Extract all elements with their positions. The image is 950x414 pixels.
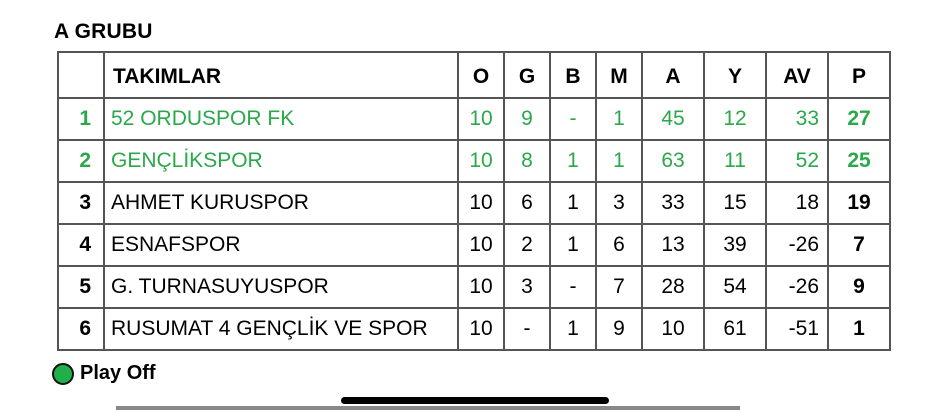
cell-av: 52	[765, 139, 829, 183]
cell-av: 33	[765, 97, 829, 141]
cell-a: 33	[641, 181, 705, 225]
cell-g: 9	[503, 97, 551, 141]
cell-p: 27	[827, 97, 891, 141]
table-row: 4 ESNAFSPOR 10 2 1 6 13 39 -26 7	[57, 223, 891, 267]
cell-g: 3	[503, 265, 551, 309]
cell-p: 25	[827, 139, 891, 183]
cell-av: -26	[765, 223, 829, 267]
cell-rank: 6	[57, 307, 105, 351]
cell-y: 11	[703, 139, 767, 183]
cell-o: 10	[457, 307, 505, 351]
cell-o: 10	[457, 265, 505, 309]
cell-team: ESNAFSPOR	[103, 223, 459, 267]
table-row: 6 RUSUMAT 4 GENÇLİK VE SPOR 10-1 9 10 61 -51 1	[57, 307, 891, 351]
header-av: AV	[765, 51, 829, 99]
header-m: M	[595, 51, 643, 99]
header-p: P	[827, 51, 891, 99]
cell-m: 1	[595, 97, 643, 141]
standings-table: TAKIMLAR O G B M A Y AV P 1 52 ORDUSPOR F…	[57, 51, 891, 351]
cell-o: 10	[457, 223, 505, 267]
green-circle-icon	[52, 362, 74, 385]
cell-rank: 4	[57, 223, 105, 267]
cell-m: 6	[595, 223, 643, 267]
cell-a: 45	[641, 97, 705, 141]
cell-b: 1	[549, 307, 597, 351]
home-indicator[interactable]	[341, 397, 609, 404]
header-row: TAKIMLAR O G B M A Y AV P	[57, 51, 891, 99]
table-row: 1 52 ORDUSPOR FK 10 9-1 45 12 33 27	[57, 97, 891, 141]
cell-m: 3	[595, 181, 643, 225]
cell-b: 1	[549, 223, 597, 267]
header-a: A	[641, 51, 705, 99]
playoff-legend: Play Off	[52, 362, 156, 385]
cell-b: -	[549, 97, 597, 141]
header-g: G	[503, 51, 551, 99]
cell-m: 7	[595, 265, 643, 309]
cell-o: 10	[457, 97, 505, 141]
cell-av: -51	[765, 307, 829, 351]
cell-team: G. TURNASUYUSPOR	[103, 265, 459, 309]
header-o: O	[457, 51, 505, 99]
header-rank	[57, 51, 105, 99]
header-y: Y	[703, 51, 767, 99]
cell-av: -26	[765, 265, 829, 309]
table-row: 2 GENÇLİKSPOR 10 8 1 1 63 11 52 25	[57, 139, 891, 183]
cell-y: 39	[703, 223, 767, 267]
cell-rank: 1	[57, 97, 105, 141]
cell-b: 1	[549, 139, 597, 183]
cell-a: 10	[641, 307, 705, 351]
cell-o: 10	[457, 139, 505, 183]
cell-rank: 2	[57, 139, 105, 183]
table-row: 5 G. TURNASUYUSPOR 10 3-7 28 54 -26 9	[57, 265, 891, 309]
cell-av: 18	[765, 181, 829, 225]
cell-y: 12	[703, 97, 767, 141]
cell-p: 19	[827, 181, 891, 225]
cell-a: 63	[641, 139, 705, 183]
legend-label: Play Off	[80, 362, 156, 384]
cell-g: 2	[503, 223, 551, 267]
cell-team: GENÇLİKSPOR	[103, 139, 459, 183]
cell-rank: 5	[57, 265, 105, 309]
cell-p: 1	[827, 307, 891, 351]
horizontal-scrollbar[interactable]	[116, 406, 740, 410]
cell-y: 61	[703, 307, 767, 351]
cell-team: AHMET KURUSPOR	[103, 181, 459, 225]
cell-b: 1	[549, 181, 597, 225]
cell-team: RUSUMAT 4 GENÇLİK VE SPOR	[103, 307, 459, 351]
cell-rank: 3	[57, 181, 105, 225]
cell-p: 7	[827, 223, 891, 267]
cell-g: 6	[503, 181, 551, 225]
cell-y: 15	[703, 181, 767, 225]
cell-p: 9	[827, 265, 891, 309]
cell-a: 28	[641, 265, 705, 309]
cell-b: -	[549, 265, 597, 309]
table-row: 3 AHMET KURUSPOR 10 6 1 3 33 15 18 19	[57, 181, 891, 225]
cell-g: 8	[503, 139, 551, 183]
group-title: A GRUBU	[54, 20, 153, 43]
header-teams: TAKIMLAR	[103, 51, 459, 99]
cell-o: 10	[457, 181, 505, 225]
cell-m: 1	[595, 139, 643, 183]
cell-g: -	[503, 307, 551, 351]
cell-y: 54	[703, 265, 767, 309]
cell-a: 13	[641, 223, 705, 267]
header-b: B	[549, 51, 597, 99]
cell-m: 9	[595, 307, 643, 351]
cell-team: 52 ORDUSPOR FK	[103, 97, 459, 141]
